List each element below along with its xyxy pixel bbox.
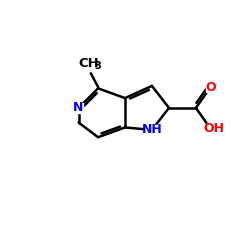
Text: NH: NH bbox=[142, 124, 162, 136]
Text: O: O bbox=[205, 80, 216, 94]
Text: CH: CH bbox=[78, 58, 99, 70]
Bar bbox=[206, 82, 216, 92]
Bar bbox=[144, 124, 159, 135]
Text: OH: OH bbox=[204, 122, 225, 135]
Text: N: N bbox=[73, 102, 84, 114]
Text: 3: 3 bbox=[94, 60, 101, 70]
Bar bbox=[82, 57, 100, 71]
Bar bbox=[207, 123, 222, 134]
Bar bbox=[74, 102, 84, 113]
